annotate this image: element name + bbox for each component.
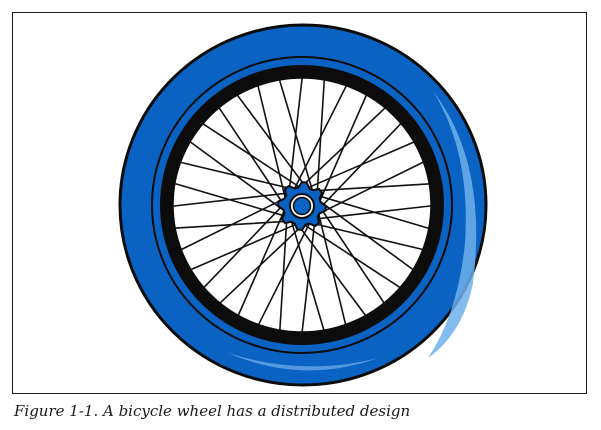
tire-highlight-bottom (228, 353, 378, 371)
spoke (287, 78, 303, 197)
spoke (306, 221, 424, 251)
spoke (318, 204, 386, 305)
spoke (289, 217, 326, 332)
spoke (317, 95, 367, 205)
spoke (292, 85, 347, 193)
figure-frame (12, 12, 587, 394)
hub-axle (292, 196, 312, 216)
spoke (175, 183, 291, 219)
spoke (303, 141, 414, 190)
spoke (257, 219, 312, 327)
spoke (237, 207, 287, 317)
bicycle-wheel-illustration (118, 23, 488, 387)
spoke (300, 222, 401, 289)
spoke (311, 205, 431, 221)
spokes (173, 78, 431, 334)
spoke (317, 123, 401, 211)
spoke (313, 193, 429, 229)
spoke (203, 201, 287, 289)
spoke (190, 141, 288, 213)
spoke (297, 107, 386, 191)
spoke (309, 183, 429, 192)
spoke (180, 161, 298, 191)
spoke (218, 107, 286, 208)
spoke (237, 95, 310, 191)
spoke (294, 221, 367, 317)
spoke (316, 80, 326, 199)
spoke (317, 210, 347, 327)
spoke (203, 123, 304, 190)
tire-highlight (428, 91, 477, 358)
tire-inner-edge (151, 56, 453, 354)
spoke (257, 85, 287, 202)
spoke (175, 220, 295, 229)
spoke (278, 213, 288, 332)
spoke (278, 80, 315, 195)
spoke (316, 199, 414, 271)
spoke (190, 222, 301, 271)
spoke (315, 161, 424, 216)
spoke (218, 221, 307, 305)
spoke (173, 191, 293, 207)
figure-caption: Figure 1-1. A bicycle wheel has a distri… (14, 402, 411, 420)
spoke (301, 215, 317, 334)
spoke (180, 196, 289, 251)
